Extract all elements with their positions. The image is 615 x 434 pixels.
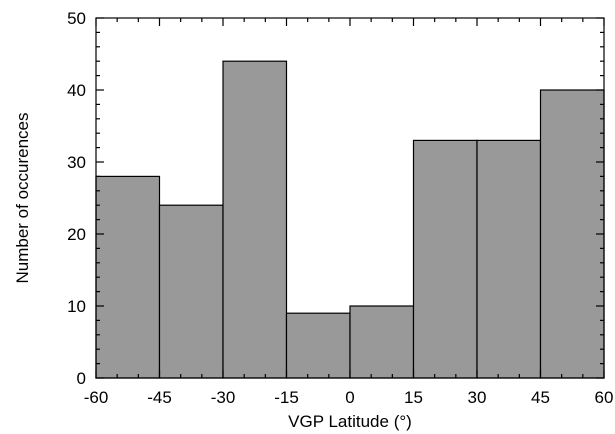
x-tick-labels: -60 -45 -30 -15 0 15 30 45 60 [84,388,614,407]
x-tick-label: -60 [84,388,109,407]
y-tick-label: 40 [67,81,86,100]
x-tick-label: 0 [345,388,354,407]
bar-3 [285,312,351,379]
y-tick-labels: 0 10 20 30 40 50 [67,9,86,388]
x-tick-label: 30 [468,388,487,407]
y-tick-label: 50 [67,9,86,28]
y-tick-label: 30 [67,153,86,172]
y-tick-label: 10 [67,297,86,316]
x-tick-label: 15 [404,388,423,407]
y-tick-label: 20 [67,225,86,244]
bar-5 [412,139,478,379]
bars-group [95,60,605,379]
ticks-group [95,17,605,379]
bar-0 [95,175,161,379]
bar-6 [476,139,542,379]
x-tick-label: -45 [147,388,172,407]
x-axis-label: VGP Latitude (°) [288,412,412,431]
bar-1 [158,204,224,379]
bar-2 [222,60,288,379]
x-tick-label: -30 [211,388,236,407]
x-tick-label: -15 [274,388,299,407]
x-tick-label: 60 [595,388,614,407]
y-tick-label: 0 [77,369,86,388]
bar-4 [349,305,415,379]
y-axis-label: Number of occurences [13,112,32,283]
bar-7 [539,89,605,379]
x-tick-label: 45 [531,388,550,407]
